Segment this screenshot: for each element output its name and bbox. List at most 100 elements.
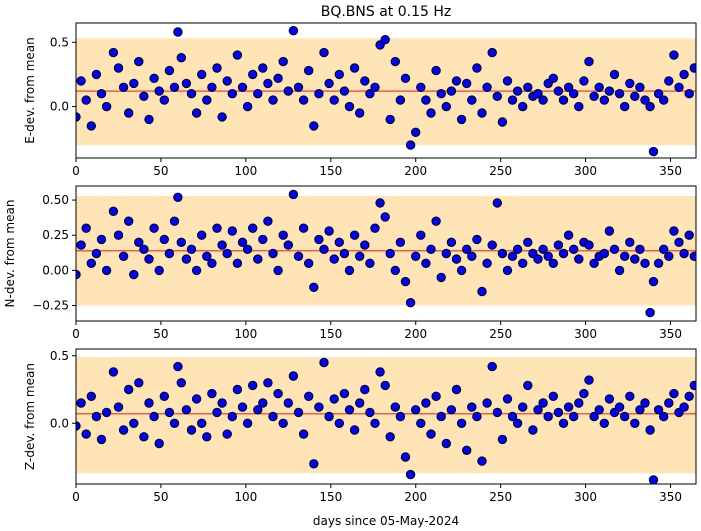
panels: 0 50 100 150 200 250 300 350 0.0 0.5 E-dev. from m… <box>3 22 697 504</box>
data-point <box>436 89 446 99</box>
x-tick-label: 200 <box>404 490 427 504</box>
data-point <box>314 234 324 245</box>
data-point <box>124 384 134 395</box>
data-point <box>380 35 390 45</box>
data-point <box>101 407 112 418</box>
data-point <box>679 402 689 412</box>
data-point <box>436 272 446 283</box>
data-point <box>298 429 309 439</box>
data-point <box>319 357 329 368</box>
x-tick-label: 300 <box>574 164 597 178</box>
data-point <box>446 86 457 96</box>
data-point <box>96 234 107 245</box>
data-point <box>436 411 446 422</box>
data-point <box>314 402 324 412</box>
data-point <box>222 429 232 439</box>
data-point <box>411 251 421 261</box>
data-points <box>76 26 696 157</box>
data-point <box>263 216 273 226</box>
data-point <box>411 127 421 138</box>
data-point <box>523 82 533 93</box>
data-point <box>548 73 558 84</box>
data-point <box>472 63 482 73</box>
data-point <box>563 230 574 240</box>
data-point <box>268 95 278 105</box>
data-points <box>76 357 696 484</box>
data-point <box>507 251 518 261</box>
x-tick-label: 250 <box>489 490 512 504</box>
data-point <box>589 91 599 102</box>
data-point <box>365 407 375 418</box>
data-point <box>173 361 183 372</box>
data-point <box>477 456 487 466</box>
data-point <box>344 405 355 415</box>
data-point <box>375 198 385 208</box>
data-point <box>405 298 416 308</box>
data-point <box>645 101 655 112</box>
data-point <box>248 380 258 391</box>
data-point <box>164 407 175 418</box>
data-point <box>502 76 513 86</box>
data-point <box>599 95 609 105</box>
data-point <box>232 258 243 268</box>
data-point <box>640 398 650 408</box>
data-point <box>149 223 159 233</box>
data-point <box>191 108 202 118</box>
data-point <box>482 398 492 408</box>
data-point <box>365 258 375 268</box>
data-point <box>664 251 674 261</box>
data-point <box>108 206 119 217</box>
data-point <box>669 226 679 236</box>
x-tick-label: 200 <box>404 327 427 341</box>
data-point <box>553 240 564 250</box>
y-tick-label: 0.5 <box>50 35 69 49</box>
data-point <box>441 101 451 112</box>
data-point <box>159 391 170 401</box>
data-point <box>548 391 558 401</box>
data-point <box>237 82 248 93</box>
data-point <box>197 69 207 80</box>
data-point <box>390 402 400 412</box>
data-point <box>400 73 411 84</box>
data-point <box>232 384 243 395</box>
data-point <box>563 402 574 412</box>
data-point <box>563 82 574 93</box>
data-point <box>304 391 314 401</box>
data-point <box>344 101 355 112</box>
data-point <box>558 418 569 428</box>
data-point <box>569 89 579 99</box>
data-point <box>253 254 263 264</box>
data-point <box>497 434 508 445</box>
data-point <box>86 391 97 401</box>
data-point <box>81 429 91 439</box>
data-point <box>653 405 664 415</box>
y-tick-label: 0.25 <box>42 228 69 242</box>
data-point <box>538 244 548 255</box>
data-point <box>385 432 395 442</box>
data-point <box>278 418 288 428</box>
data-point <box>684 391 694 401</box>
data-point <box>604 226 615 236</box>
data-point <box>258 63 268 73</box>
data-point <box>523 237 533 248</box>
data-point <box>574 254 584 264</box>
data-point <box>679 69 689 80</box>
data-point <box>314 89 324 99</box>
data-point <box>533 405 543 415</box>
y-tick-label: 0.0 <box>50 416 69 430</box>
data-point <box>472 234 482 245</box>
x-tick-label: 50 <box>153 164 168 178</box>
data-point <box>217 112 227 122</box>
data-point <box>96 89 107 99</box>
x-tick-label: 50 <box>153 490 168 504</box>
data-point <box>669 388 679 399</box>
data-point <box>324 78 334 89</box>
data-point <box>604 394 615 404</box>
data-point <box>334 69 344 80</box>
data-point <box>589 258 599 268</box>
data-point <box>355 398 365 408</box>
data-point <box>144 254 154 264</box>
data-point <box>129 269 139 280</box>
data-point <box>91 69 102 80</box>
